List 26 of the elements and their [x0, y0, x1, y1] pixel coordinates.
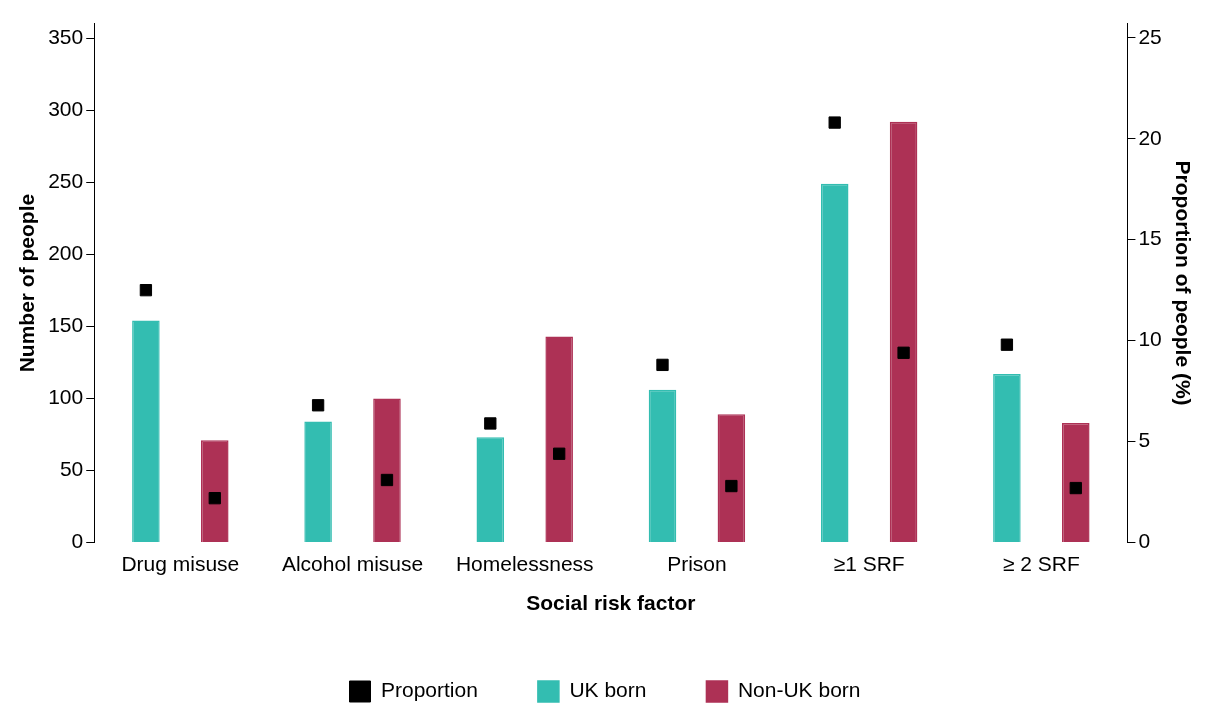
x-tick-label: Drug misuse [121, 552, 240, 575]
y-tick-label: 250 [48, 168, 84, 192]
y2-tick-label: 20 [1138, 125, 1162, 149]
y2-tick-label: 5 [1138, 428, 1151, 452]
legend-label: Non-UK born [737, 678, 861, 702]
y2-tick-label: 25 [1138, 24, 1162, 48]
y-tick-label: 0 [71, 529, 84, 553]
y-tick-label: 300 [48, 96, 84, 120]
y2-axis-title: Proportion of people (%) [1171, 160, 1195, 406]
y2-tick-label: 15 [1138, 226, 1162, 250]
y-axis-title: Number of people [15, 193, 39, 373]
y2-tick-label: 0 [1138, 529, 1151, 553]
y-tick-label: 200 [48, 241, 84, 265]
y-tick-label: 150 [48, 313, 84, 337]
y2-tick-label: 10 [1138, 327, 1162, 351]
legend-label: Proportion [381, 678, 478, 702]
legend-label: UK born [569, 678, 647, 702]
y-tick-label: 350 [48, 24, 84, 48]
x-axis-title: Social risk factor [526, 591, 696, 615]
x-tick-label: Prison [667, 552, 727, 575]
x-tick-label: Homelessness [455, 552, 594, 575]
y-tick-label: 100 [48, 385, 84, 409]
x-tick-label: ≥ 2 SRF [1002, 552, 1080, 575]
x-tick-label: ≥1 SRF [833, 552, 905, 575]
x-tick-label: Alcohol misuse [281, 552, 424, 575]
y-tick-label: 50 [59, 457, 84, 481]
